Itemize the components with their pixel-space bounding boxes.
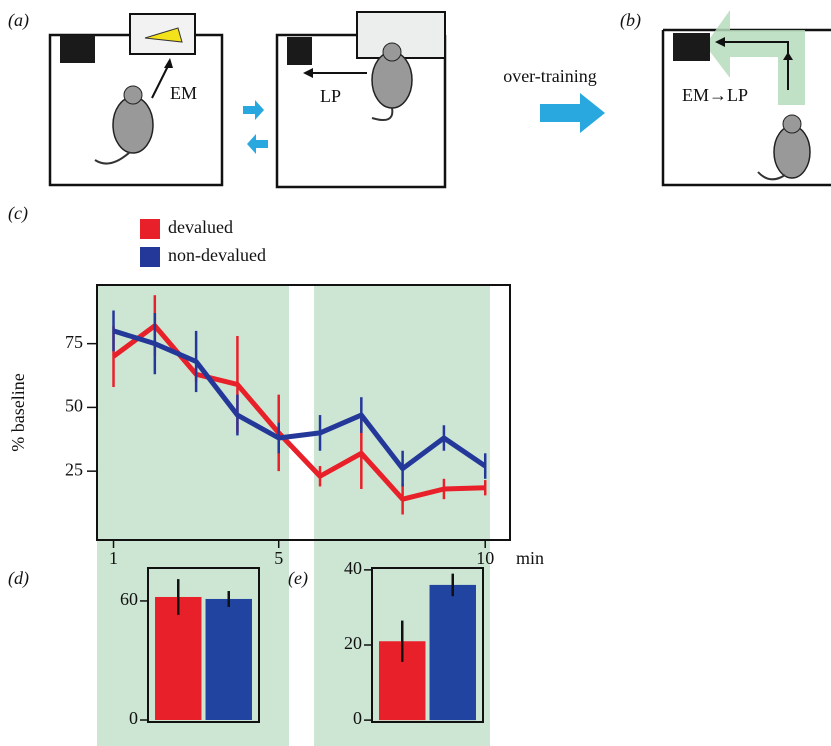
lever	[287, 37, 312, 65]
panel-label: (d)	[8, 568, 29, 589]
mouse-head	[124, 86, 142, 104]
y-tick-label: 50	[65, 396, 83, 416]
panel-label: (b)	[620, 10, 641, 31]
label-lp: LP	[320, 86, 341, 106]
bar	[206, 599, 252, 720]
label-over-training: over-training	[503, 66, 597, 86]
swap-arrow	[243, 100, 264, 120]
y-tick-label: 25	[65, 459, 83, 479]
figure: (a) EM LP over-training (b) EM→LP (c) 25 5…	[0, 0, 831, 746]
legend-swatch	[140, 219, 160, 239]
arrowhead	[164, 58, 173, 68]
y-tick-label: 0	[353, 708, 362, 728]
tail	[95, 152, 130, 164]
mouse-head	[383, 43, 401, 61]
lever	[673, 33, 710, 61]
x-tick-label: 1	[109, 548, 118, 568]
bar	[155, 597, 201, 720]
lever	[60, 35, 95, 63]
mouse	[774, 126, 810, 178]
x-axis-label: min	[516, 548, 544, 568]
tail	[372, 108, 392, 120]
y-axis-label: % baseline	[8, 373, 28, 451]
legend-label: devalued	[168, 217, 233, 237]
y-tick-label: 40	[344, 558, 362, 578]
swap-arrow	[247, 134, 268, 154]
y-tick-label: 75	[65, 332, 83, 352]
y-tick-label: 60	[120, 589, 138, 609]
legend-swatch	[140, 247, 160, 267]
label-em-lp: EM→LP	[682, 85, 748, 105]
arrowhead	[303, 68, 313, 78]
panel-label: (c)	[8, 203, 28, 224]
x-tick-label: 10	[476, 548, 494, 568]
bar	[430, 585, 476, 720]
panel-label: (a)	[8, 10, 29, 31]
panel-label: (e)	[288, 568, 308, 589]
x-tick-label: 5	[274, 548, 283, 568]
y-tick-label: 0	[129, 708, 138, 728]
mouse-head	[783, 115, 801, 133]
label-em: EM	[170, 83, 197, 103]
y-tick-label: 20	[344, 633, 362, 653]
mouse	[113, 97, 153, 153]
legend-label: non-devalued	[168, 245, 266, 265]
big-arrow	[540, 93, 605, 133]
